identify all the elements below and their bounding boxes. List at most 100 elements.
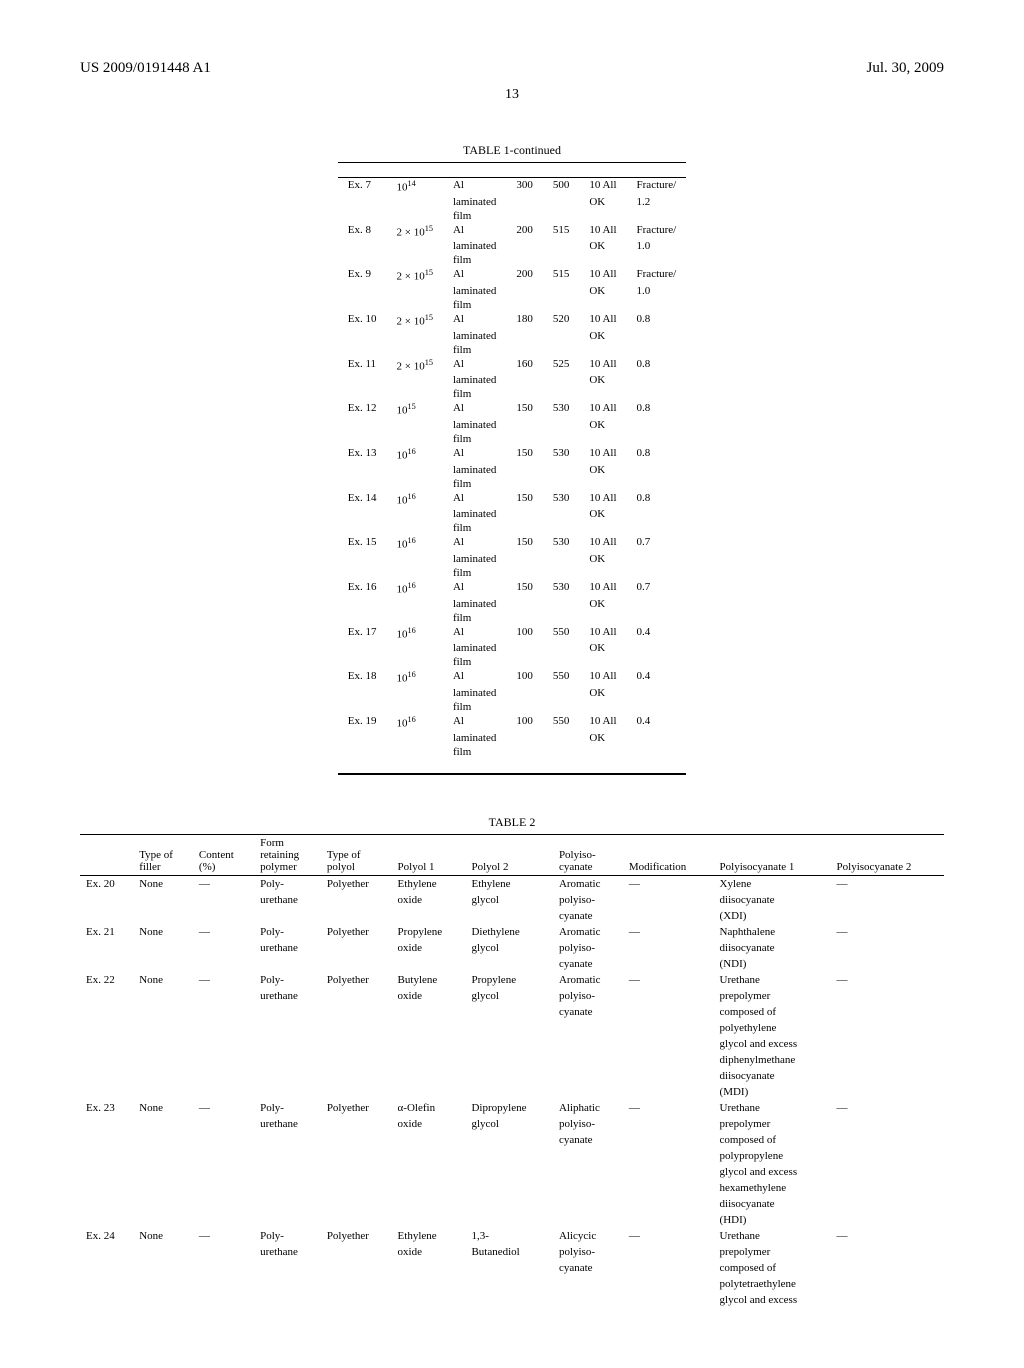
table-cell: urethane — [254, 988, 321, 1004]
table-cell — [338, 432, 387, 446]
table-cell: 10 All — [579, 223, 626, 240]
table-cell — [254, 1004, 321, 1020]
table-cell — [133, 956, 193, 972]
table-cell — [506, 373, 543, 387]
table-cell: 550 — [543, 625, 580, 642]
table-cell — [386, 298, 442, 312]
table-cell: Polyether — [321, 924, 392, 940]
table-cell: cyanate — [553, 1260, 623, 1276]
table-cell — [506, 253, 543, 267]
table-cell — [80, 1292, 133, 1308]
table-cell — [831, 1132, 944, 1148]
table-cell: — — [193, 1100, 254, 1116]
table-cell: — — [623, 875, 714, 892]
table-cell: — — [193, 1228, 254, 1244]
table-cell — [627, 521, 687, 535]
table-cell — [465, 1260, 552, 1276]
table-cell — [623, 940, 714, 956]
table-cell — [553, 1164, 623, 1180]
table-cell: Al — [443, 178, 506, 195]
table-cell: Poly- — [254, 972, 321, 988]
table-cell: film — [443, 477, 506, 491]
table-cell: 0.7 — [627, 580, 687, 597]
table-cell — [321, 1068, 392, 1084]
table-cell — [623, 1244, 714, 1260]
table-cell — [623, 988, 714, 1004]
table-cell — [386, 239, 442, 253]
table-cell: Al — [443, 357, 506, 374]
table-cell — [623, 1084, 714, 1100]
table-cell: cyanate — [553, 1004, 623, 1020]
table-row: film — [338, 566, 686, 580]
table-cell — [831, 1116, 944, 1132]
table-cell — [254, 1084, 321, 1100]
table-cell — [386, 521, 442, 535]
table-cell — [506, 641, 543, 655]
table-cell — [831, 940, 944, 956]
table-row: Ex. 191016Al10055010 All0.4 — [338, 714, 686, 731]
table-cell — [543, 552, 580, 566]
table-cell: Ex. 24 — [80, 1228, 133, 1244]
table-cell — [321, 1164, 392, 1180]
table-cell — [133, 1196, 193, 1212]
table-cell: film — [443, 253, 506, 267]
table-cell: 500 — [543, 178, 580, 195]
table-cell — [465, 1148, 552, 1164]
table-cell — [543, 507, 580, 521]
table-cell — [543, 655, 580, 669]
table-cell: OK — [579, 329, 626, 343]
table-cell: 300 — [506, 178, 543, 195]
table-cell: laminated — [443, 329, 506, 343]
table-cell — [553, 1148, 623, 1164]
table-cell — [338, 477, 387, 491]
table-cell — [506, 195, 543, 209]
table-cell: OK — [579, 597, 626, 611]
table-cell — [831, 1180, 944, 1196]
table-cell — [543, 641, 580, 655]
table-cell: Al — [443, 223, 506, 240]
table-cell — [80, 1196, 133, 1212]
table-cell: 100 — [506, 714, 543, 731]
table-row: Ex. 22None—Poly-PolyetherButylenePropyle… — [80, 972, 944, 988]
table-cell: 10 All — [579, 714, 626, 731]
table-cell — [506, 387, 543, 401]
table-cell — [193, 1148, 254, 1164]
table-cell: Fracture/ — [627, 223, 687, 240]
table-cell — [623, 1052, 714, 1068]
table-cell — [831, 908, 944, 924]
table-cell — [623, 1180, 714, 1196]
table-cell: composed of — [714, 1260, 831, 1276]
table-cell: 200 — [506, 267, 543, 284]
table-cell — [133, 1084, 193, 1100]
table-cell — [623, 1164, 714, 1180]
table-cell: — — [193, 875, 254, 892]
table-cell: 10 All — [579, 357, 626, 374]
table-cell: Ex. 17 — [338, 625, 387, 642]
table-cell: 1016 — [386, 625, 442, 642]
table-cell — [386, 597, 442, 611]
table-cell — [543, 329, 580, 343]
table-cell: polypropylene — [714, 1148, 831, 1164]
table-cell — [392, 1196, 466, 1212]
table-cell — [506, 432, 543, 446]
table-cell: 0.8 — [627, 357, 687, 374]
table-cell: 0.4 — [627, 625, 687, 642]
table-cell — [465, 1164, 552, 1180]
table-cell: 515 — [543, 267, 580, 284]
table-cell — [80, 892, 133, 908]
table-cell — [193, 940, 254, 956]
table-cell — [338, 418, 387, 432]
table-cell — [627, 731, 687, 745]
table-cell — [465, 1020, 552, 1036]
table-cell: 150 — [506, 580, 543, 597]
table-cell — [831, 1052, 944, 1068]
table-cell — [831, 1004, 944, 1020]
table-cell: laminated — [443, 463, 506, 477]
table-cell — [553, 1084, 623, 1100]
table-cell — [392, 1292, 466, 1308]
table-cell: 100 — [506, 669, 543, 686]
table-cell — [553, 1052, 623, 1068]
table-cell: OK — [579, 686, 626, 700]
table-cell — [392, 1212, 466, 1228]
table-cell: 2 × 1015 — [386, 267, 442, 284]
